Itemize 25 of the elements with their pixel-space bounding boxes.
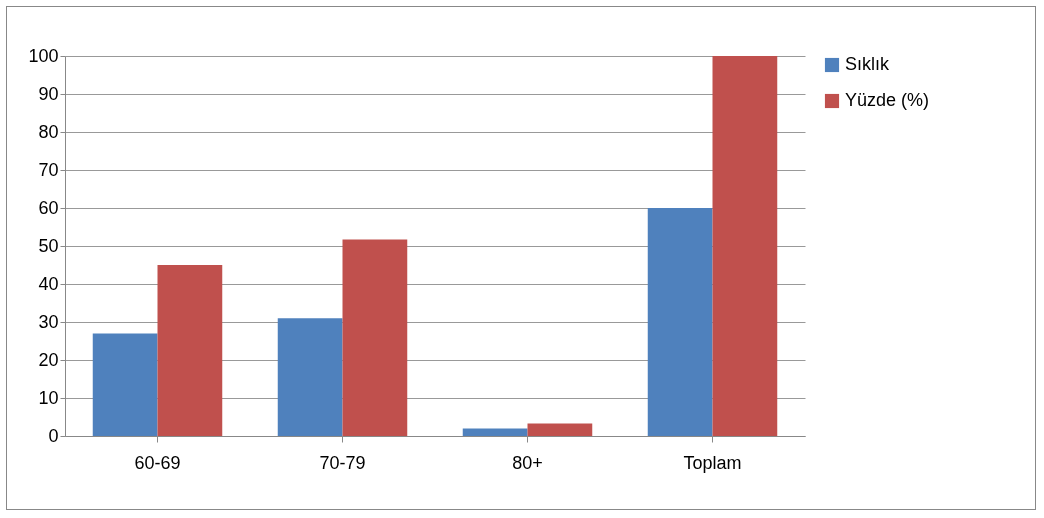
x-tick-label: 60-69: [134, 452, 181, 473]
bar: [462, 428, 528, 436]
bar: [342, 239, 408, 436]
y-tick-label: 40: [38, 273, 59, 294]
bar: [157, 265, 223, 436]
bar: [527, 423, 593, 436]
y-tick-label: 90: [38, 83, 59, 104]
x-tick-label: Toplam: [683, 452, 742, 473]
y-tick-label: 0: [48, 425, 59, 446]
legend-label: Yüzde (%): [845, 90, 930, 110]
y-tick-label: 50: [38, 235, 59, 256]
y-tick-label: 10: [38, 387, 59, 408]
y-tick-label: 20: [38, 349, 59, 370]
bar: [647, 208, 713, 436]
y-tick-label: 70: [38, 159, 59, 180]
bar: [92, 333, 158, 436]
y-tick-label: 80: [38, 121, 59, 142]
y-tick-label: 100: [28, 45, 59, 66]
x-tick-label: 70-79: [319, 452, 366, 473]
bar: [712, 56, 778, 436]
y-tick-label: 60: [38, 197, 59, 218]
bar: [277, 318, 343, 436]
y-tick-label: 30: [38, 311, 59, 332]
legend-label: Sıklık: [845, 54, 891, 74]
x-tick-label: 80+: [512, 452, 543, 473]
